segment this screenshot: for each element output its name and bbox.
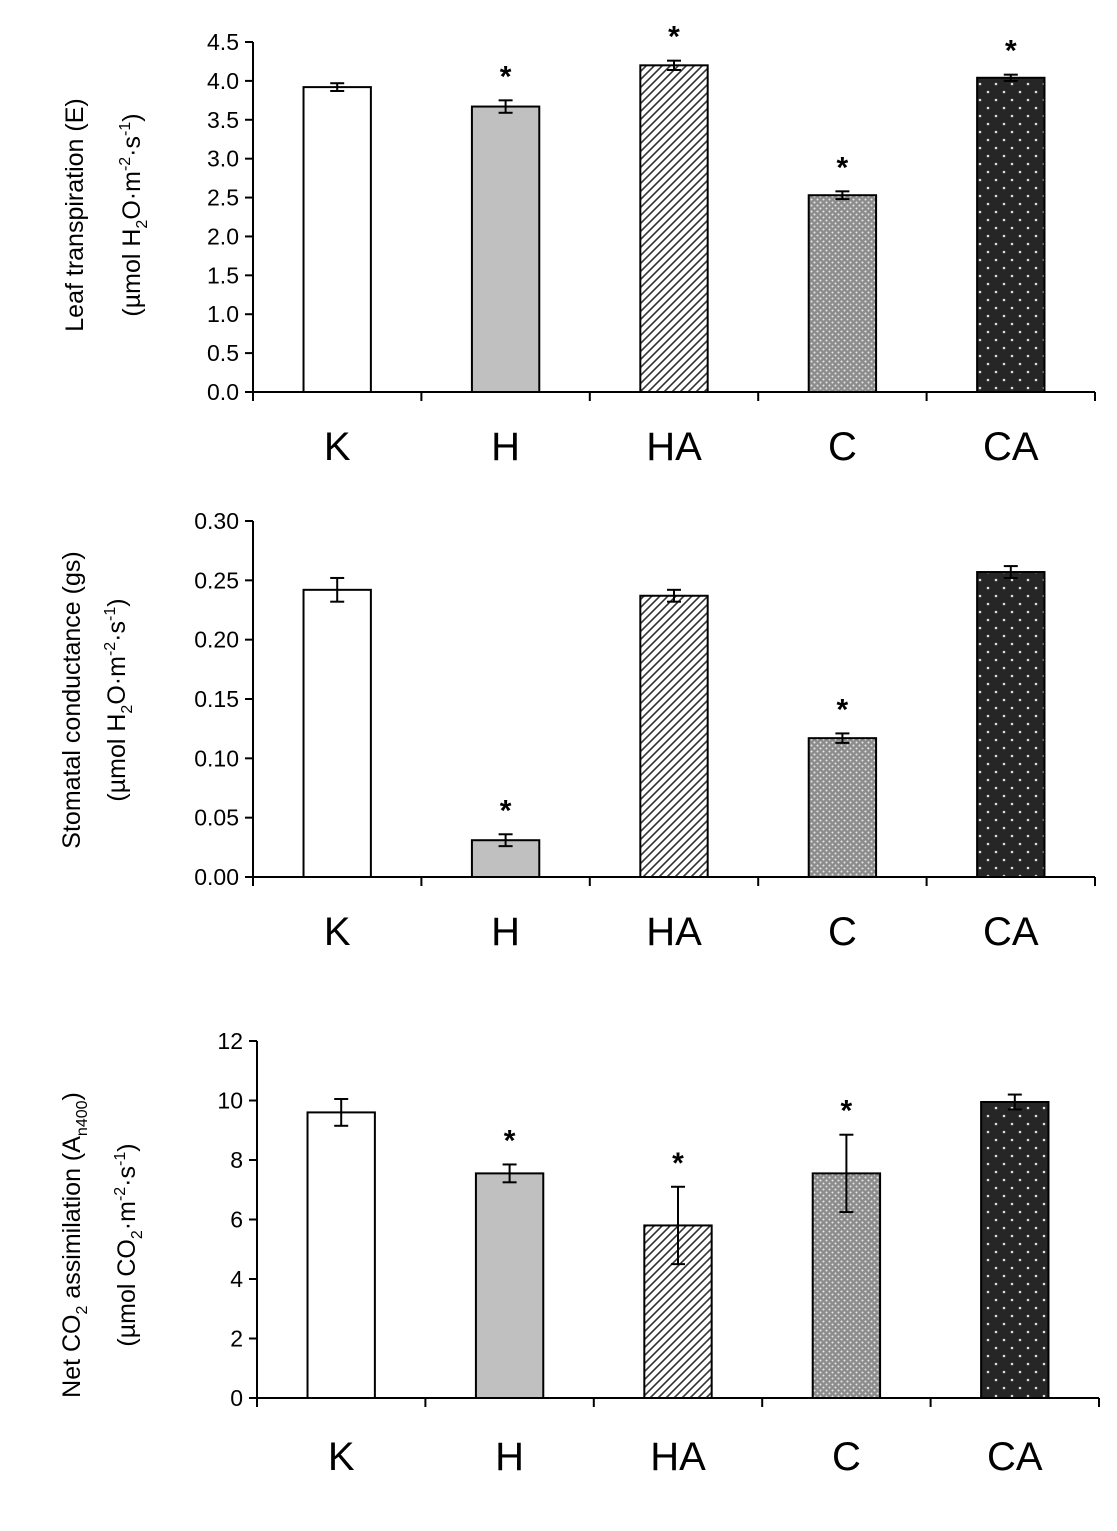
bar-k xyxy=(302,86,372,393)
category-label-c: C xyxy=(832,1435,861,1479)
y-tick-label: 0 xyxy=(230,1385,243,1411)
y-tick-label: 0.0 xyxy=(207,379,239,405)
y-tick-label: 0.5 xyxy=(207,340,239,366)
category-label-h: H xyxy=(495,1435,524,1479)
y-tick-label: 1.5 xyxy=(207,262,239,288)
ylabel-line2: (µmol H2O·m-2·s-1) xyxy=(117,113,151,316)
y-tick-label: 0.15 xyxy=(194,686,239,712)
category-label-ha: HA xyxy=(650,1435,706,1479)
plot-area: 0.0 0.5 1.0 1.5 2.0 2.5 3.0 3.5 4.0 4.5 K * H * HA * C * C… xyxy=(207,21,1096,469)
panel-net-co2-assimilation: Net CO2 assimilation (An400) (µmol CO2·m… xyxy=(58,1028,1100,1479)
y-tick-label: 4.5 xyxy=(207,29,239,55)
category-label-ca: CA xyxy=(983,425,1039,469)
y-tick-label: 2.5 xyxy=(207,185,239,211)
y-tick-label: 0.30 xyxy=(194,508,239,534)
category-label-c: C xyxy=(828,425,857,469)
panel-stomatal-conductance: Stomatal conductance (gs) (µmol H2O·m-2·… xyxy=(58,508,1096,954)
category-label-h: H xyxy=(491,910,520,954)
significance-star-c: * xyxy=(837,693,849,726)
panel-leaf-transpiration: Leaf transpiration (E) (µmol H2O·m-2·s-1… xyxy=(61,21,1096,469)
ylabel-line2: (µmol H2O·m-2·s-1) xyxy=(102,598,136,801)
y-tick-label: 2.0 xyxy=(207,223,239,249)
category-label-c: C xyxy=(828,910,857,954)
y-tick-label: 12 xyxy=(217,1028,243,1054)
plot-area: 0 2 4 6 8 10 12 K * H * HA * C CA xyxy=(217,1028,1100,1479)
y-tick-label: 6 xyxy=(230,1207,243,1233)
category-label-ha: HA xyxy=(646,425,702,469)
y-tick-label: 1.0 xyxy=(207,301,239,327)
y-tick-label: 3.5 xyxy=(207,107,239,133)
category-label-h: H xyxy=(491,425,520,469)
y-tick-label: 3.0 xyxy=(207,146,239,172)
significance-star-h: * xyxy=(500,60,512,93)
ylabel-line1: Net CO2 assimilation (An400) xyxy=(58,1092,91,1398)
bar-ha xyxy=(639,594,709,878)
bar-ha xyxy=(639,64,709,393)
y-tick-label: 0.05 xyxy=(194,805,239,831)
bar-k xyxy=(306,1111,376,1400)
ylabel-line1: Stomatal conductance (gs) xyxy=(58,551,86,848)
bar-h xyxy=(474,1172,545,1399)
y-tick-label: 0.00 xyxy=(194,864,239,890)
significance-star-c: * xyxy=(841,1095,853,1128)
y-tick-label: 0.10 xyxy=(194,745,239,771)
category-label-k: K xyxy=(324,425,351,469)
significance-star-h: * xyxy=(504,1124,516,1157)
category-label-ha: HA xyxy=(646,910,702,954)
significance-star-h: * xyxy=(500,794,512,827)
y-tick-label: 0.25 xyxy=(194,567,239,593)
significance-star-ca: * xyxy=(1005,35,1017,68)
significance-star-ha: * xyxy=(668,21,680,54)
y-tick-label: 8 xyxy=(230,1147,243,1173)
bar-k xyxy=(302,588,372,878)
bar-ca xyxy=(976,571,1046,878)
bar-ca xyxy=(980,1100,1050,1400)
bar-h xyxy=(470,105,541,394)
y-tick-label: 10 xyxy=(217,1088,243,1114)
plot-area: 0.00 0.05 0.10 0.15 0.20 0.25 0.30 K * H HA * C CA xyxy=(194,508,1096,954)
ylabel-line1: Leaf transpiration (E) xyxy=(61,98,89,331)
significance-star-ha: * xyxy=(672,1147,684,1180)
category-label-ca: CA xyxy=(983,910,1039,954)
bar-c xyxy=(807,194,878,393)
category-label-ca: CA xyxy=(987,1435,1043,1479)
significance-star-c: * xyxy=(837,151,849,184)
y-tick-label: 0.20 xyxy=(194,627,239,653)
bar-ca xyxy=(976,76,1046,394)
bar-c xyxy=(807,737,878,878)
ylabel-line2: (µmol CO2·m-2·s-1) xyxy=(112,1143,146,1346)
y-tick-label: 2 xyxy=(230,1326,243,1352)
category-label-k: K xyxy=(324,910,351,954)
category-label-k: K xyxy=(328,1435,355,1479)
y-tick-label: 4 xyxy=(230,1266,243,1292)
y-tick-label: 4.0 xyxy=(207,68,239,94)
